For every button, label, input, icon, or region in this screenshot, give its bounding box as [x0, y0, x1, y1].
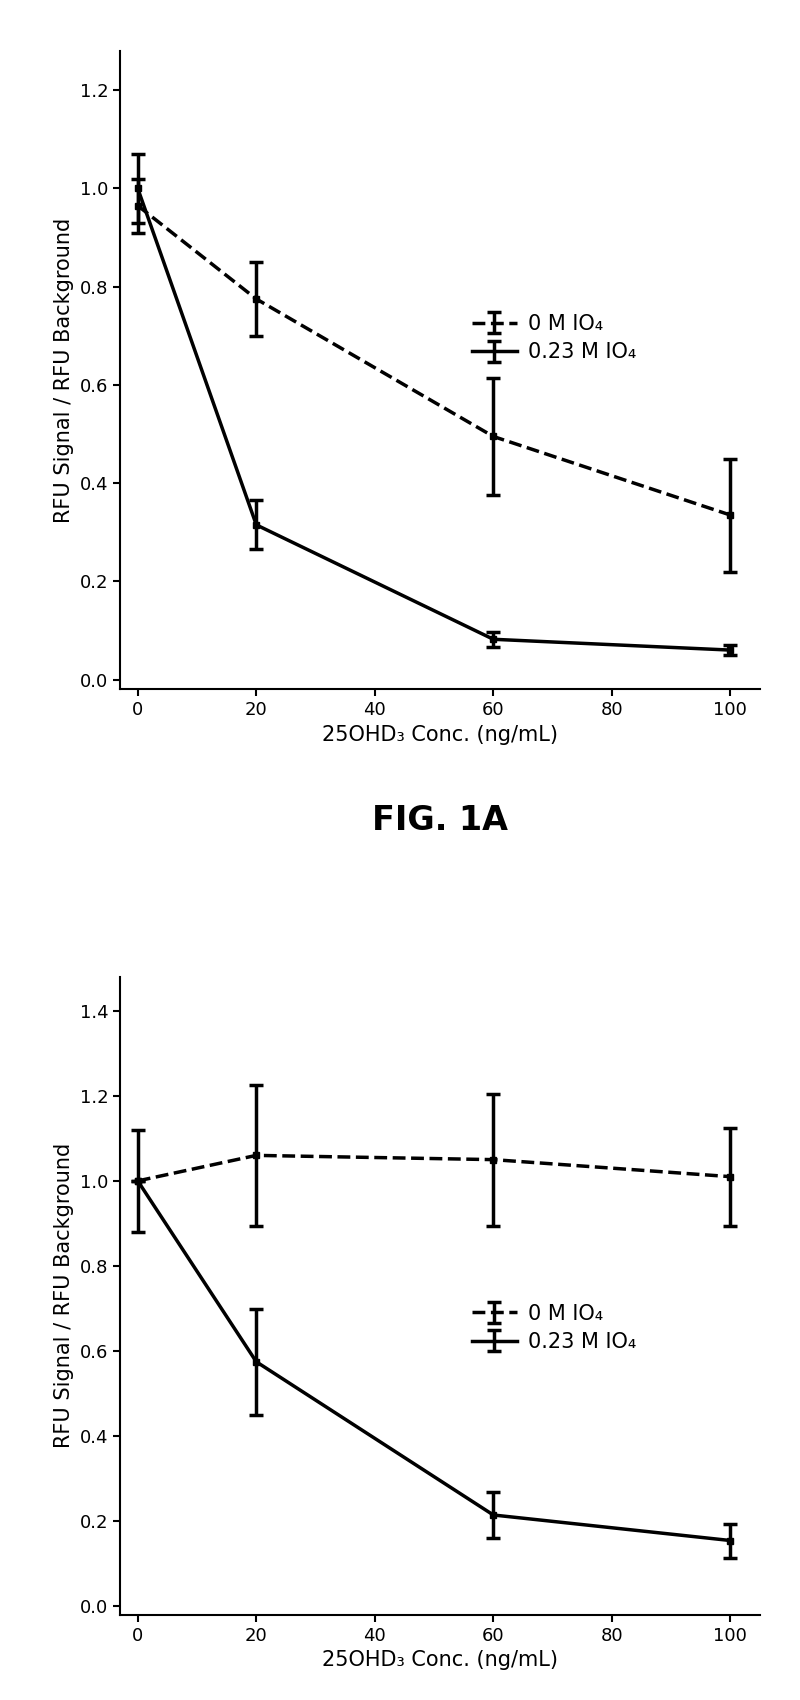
X-axis label: 25OHD₃ Conc. (ng/mL): 25OHD₃ Conc. (ng/mL): [322, 724, 558, 745]
Y-axis label: RFU Signal / RFU Background: RFU Signal / RFU Background: [54, 218, 74, 524]
Text: FIG. 1A: FIG. 1A: [372, 804, 508, 838]
Legend: 0 M IO₄, 0.23 M IO₄: 0 M IO₄, 0.23 M IO₄: [463, 1295, 644, 1360]
Legend: 0 M IO₄, 0.23 M IO₄: 0 M IO₄, 0.23 M IO₄: [463, 306, 644, 371]
Y-axis label: RFU Signal / RFU Background: RFU Signal / RFU Background: [54, 1142, 74, 1448]
X-axis label: 25OHD₃ Conc. (ng/mL): 25OHD₃ Conc. (ng/mL): [322, 1651, 558, 1671]
